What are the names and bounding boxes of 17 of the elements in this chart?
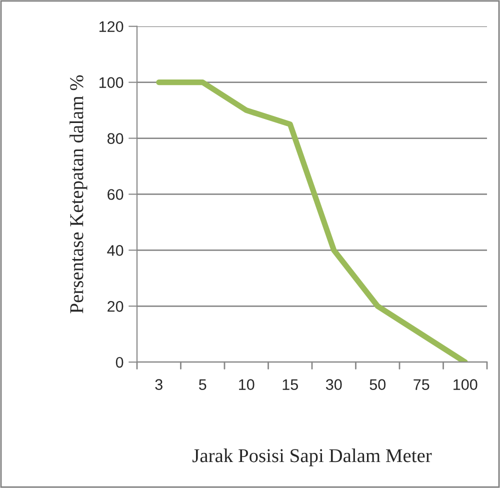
y-tick-label: 40 — [107, 245, 124, 256]
y-tick-label: 60 — [108, 189, 124, 200]
x-tick-label: 100 — [454, 379, 478, 390]
x-tick-label: 50 — [370, 379, 386, 390]
y-tick-label: 0 — [116, 356, 124, 368]
x-tick-label: 5 — [198, 379, 206, 390]
y-tick-label: 120 — [99, 21, 124, 32]
y-tick-label: 20 — [108, 301, 124, 312]
x-tick-label: 75 — [414, 379, 430, 390]
x-tick-label: 30 — [326, 379, 342, 390]
x-tick-label: 10 — [239, 379, 254, 390]
y-tick-label: 100 — [99, 77, 124, 88]
y-axis-title: Persentase Ketepatan dalam % — [70, 75, 88, 314]
x-tick-label: 3 — [155, 379, 162, 390]
y-tick-label: 80 — [107, 133, 124, 144]
x-tick-label: 15 — [282, 379, 298, 390]
x-axis-title: Jarak Posisi Sapi Dalam Meter — [192, 448, 432, 466]
